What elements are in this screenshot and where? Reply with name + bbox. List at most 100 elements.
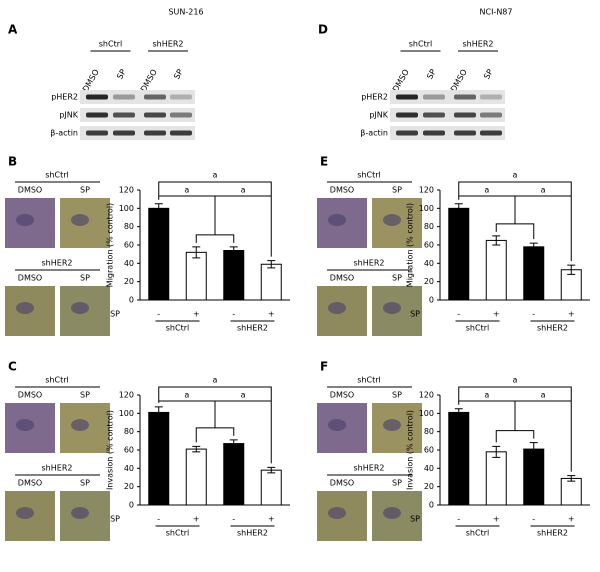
x-tick-label: + bbox=[493, 310, 500, 319]
image-column: SP bbox=[80, 391, 90, 400]
y-tick-label: 100 bbox=[119, 409, 134, 418]
blot-strip bbox=[80, 126, 195, 140]
image-column: DMSO bbox=[18, 391, 42, 400]
x-group-label: shHER2 bbox=[237, 529, 268, 538]
panel-letter: D bbox=[318, 23, 328, 37]
error-bar bbox=[229, 246, 238, 255]
panel-letter: B bbox=[8, 155, 17, 169]
y-tick-label: 0 bbox=[129, 501, 134, 510]
micrograph-cell bbox=[16, 419, 34, 431]
y-tick-label: 0 bbox=[429, 296, 434, 305]
y-axis-label: Migration (% control) bbox=[106, 203, 115, 287]
blot-strip bbox=[80, 108, 195, 122]
blot-group: shCtrl bbox=[409, 40, 432, 49]
bar bbox=[148, 411, 170, 506]
blot-band bbox=[144, 130, 166, 136]
y-tick-label: 0 bbox=[129, 296, 134, 305]
micrograph-cell bbox=[71, 507, 89, 519]
y-tick-label: 120 bbox=[419, 391, 434, 400]
image-column: SP bbox=[80, 274, 90, 283]
significance: a bbox=[484, 391, 489, 400]
bracket bbox=[458, 400, 572, 443]
x-group-label: shHER2 bbox=[537, 529, 568, 538]
micrograph-cell bbox=[383, 302, 401, 314]
blot-band bbox=[454, 130, 476, 136]
bracket bbox=[458, 195, 572, 240]
blot-band bbox=[86, 130, 108, 136]
error-bar bbox=[192, 445, 201, 453]
bar bbox=[485, 239, 507, 301]
bar bbox=[260, 469, 282, 506]
y-tick-label: 20 bbox=[424, 482, 434, 491]
bar bbox=[448, 411, 470, 506]
row-label: SP bbox=[110, 310, 120, 319]
x-tick-label: + bbox=[268, 310, 275, 319]
blot-group: shHER2 bbox=[153, 40, 184, 49]
blot-strip bbox=[390, 90, 505, 104]
blot-band bbox=[86, 94, 108, 100]
image-column: SP bbox=[80, 186, 90, 195]
error-bar bbox=[267, 260, 276, 269]
y-tick-label: 100 bbox=[419, 409, 434, 418]
x-tick-label: + bbox=[568, 310, 575, 319]
significance: a bbox=[184, 186, 189, 195]
bar bbox=[185, 251, 207, 301]
blot-band bbox=[170, 112, 192, 118]
blot-band bbox=[396, 112, 418, 118]
blot-group: shHER2 bbox=[463, 40, 494, 49]
x-tick-label: - bbox=[232, 515, 235, 524]
blot-band bbox=[480, 130, 502, 136]
y-tick-label: 80 bbox=[124, 222, 134, 231]
error-bar bbox=[454, 203, 463, 214]
error-bar bbox=[454, 408, 463, 417]
blot-strip bbox=[390, 108, 505, 122]
significance: a bbox=[184, 391, 189, 400]
blot-band bbox=[170, 130, 192, 136]
blot-band bbox=[454, 94, 476, 100]
error-bar bbox=[229, 439, 238, 448]
image-column: DMSO bbox=[18, 186, 42, 195]
significance: a bbox=[241, 391, 246, 400]
bar bbox=[185, 448, 207, 506]
y-tick-label: 80 bbox=[424, 222, 434, 231]
bracket bbox=[158, 181, 272, 257]
y-tick-label: 40 bbox=[424, 464, 434, 473]
image-column: DMSO bbox=[330, 186, 354, 195]
error-bar bbox=[154, 203, 163, 214]
x-tick-label: - bbox=[232, 310, 235, 319]
blot-band bbox=[423, 130, 445, 136]
error-bar bbox=[492, 445, 501, 458]
significance: a bbox=[541, 186, 546, 195]
image-group: shHER2 bbox=[354, 259, 385, 268]
y-tick-label: 100 bbox=[419, 204, 434, 213]
x-group-label: shHER2 bbox=[537, 324, 568, 333]
y-tick-label: 40 bbox=[124, 259, 134, 268]
significance: a bbox=[541, 391, 546, 400]
blot-row-label: pJNK bbox=[59, 111, 78, 120]
blot-group: shCtrl bbox=[99, 40, 122, 49]
y-axis-label: Migration (% control) bbox=[406, 203, 415, 287]
blot-row-label: pJNK bbox=[369, 111, 388, 120]
lane-label: SP bbox=[482, 68, 495, 81]
micrograph-cell bbox=[71, 214, 89, 226]
y-tick-label: 60 bbox=[124, 241, 134, 250]
image-group: shCtrl bbox=[357, 376, 380, 385]
y-tick-label: 60 bbox=[424, 446, 434, 455]
micrograph-cell bbox=[71, 302, 89, 314]
bracket bbox=[458, 386, 572, 472]
image-column: SP bbox=[392, 391, 402, 400]
row-label: SP bbox=[410, 515, 420, 524]
micrograph-cell bbox=[71, 419, 89, 431]
error-bar bbox=[529, 242, 538, 251]
image-column: SP bbox=[392, 186, 402, 195]
blot-band bbox=[144, 112, 166, 118]
micrograph-cell bbox=[383, 419, 401, 431]
lane-label: DMSO bbox=[391, 68, 411, 94]
blot-band bbox=[113, 94, 135, 100]
image-column: DMSO bbox=[330, 274, 354, 283]
blot-strip bbox=[390, 126, 505, 140]
bar bbox=[260, 263, 282, 301]
blot-band bbox=[113, 112, 135, 118]
blot-band bbox=[480, 94, 502, 100]
micrograph-cell bbox=[328, 507, 346, 519]
